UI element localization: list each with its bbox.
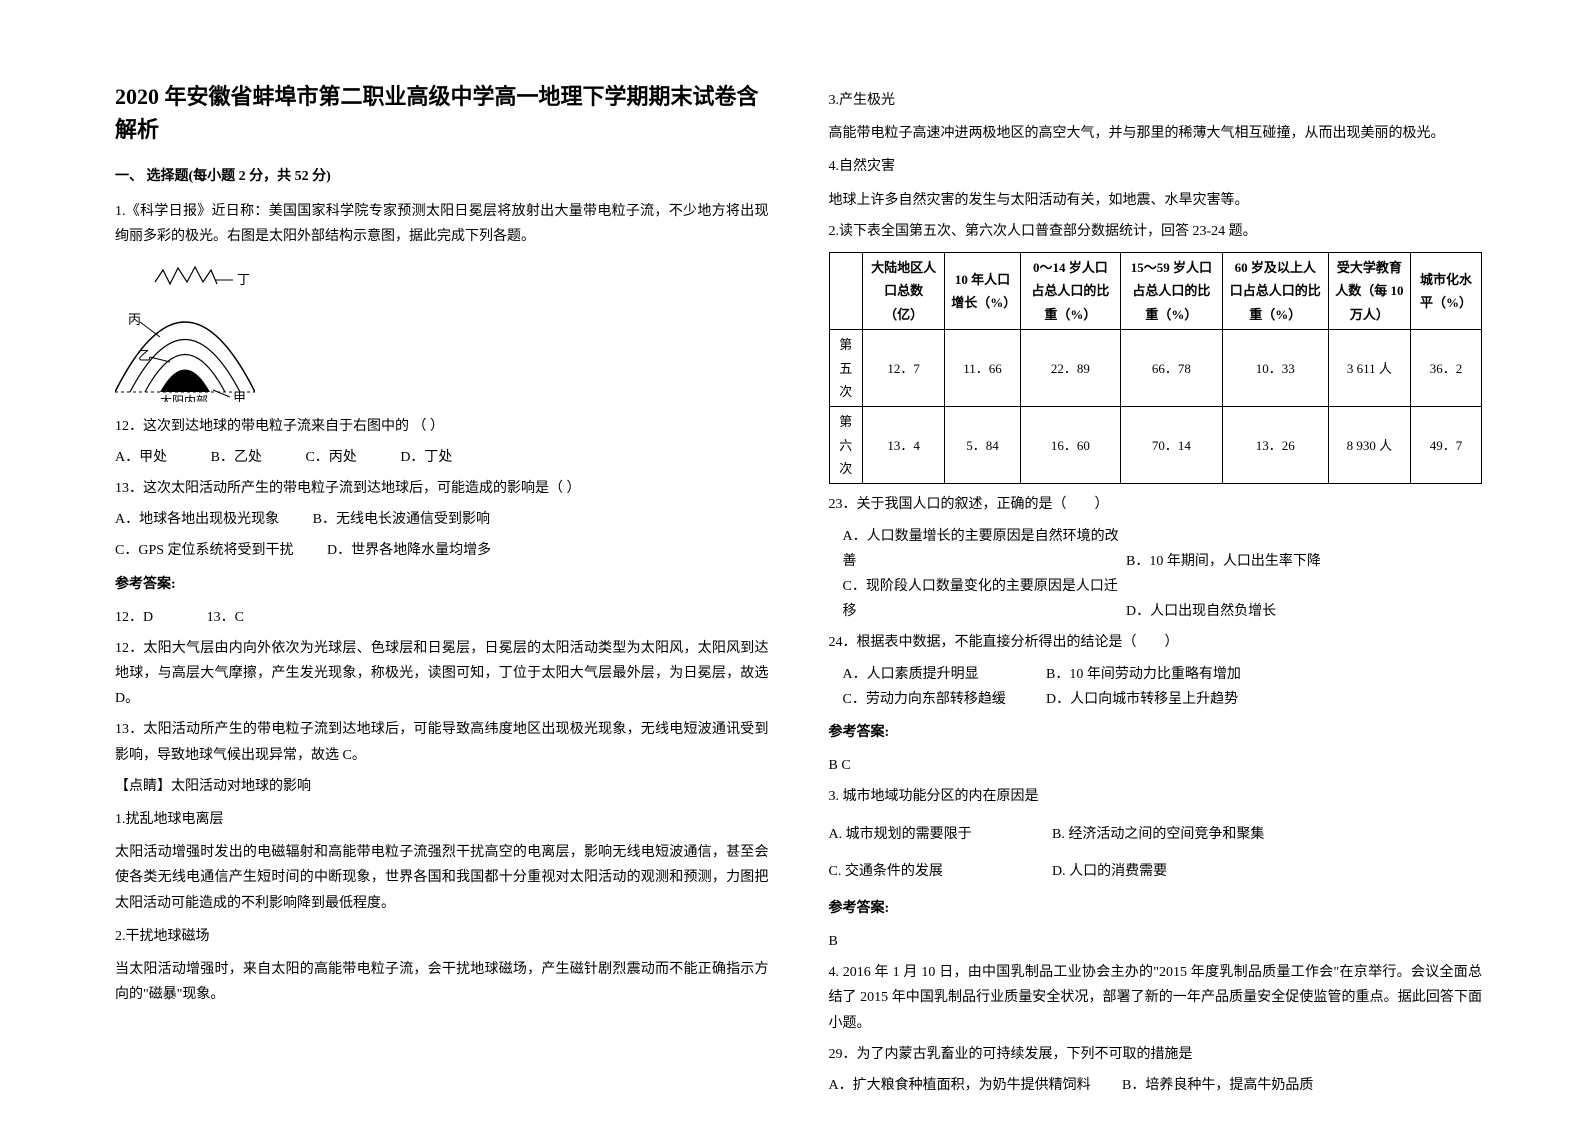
q23-opt-c: C．现阶段人口数量变化的主要原因是人口迁移 [843,574,1123,624]
q12-opt-a: A．甲处 [115,445,167,470]
q23-opts-2: C．现阶段人口数量变化的主要原因是人口迁移 D．人口出现自然负增长 [843,574,1483,624]
q13-options-1: A．地球各地出现极光现象 B．无线电长波通信受到影响 [115,507,769,532]
q24-opt-a: A．人口素质提升明显 [843,662,1043,687]
q12-options: A．甲处 B．乙处 C．丙处 D．丁处 [115,445,769,470]
expl-12: 12．太阳大气层由内向外依次为光球层、色球层和日冕层，日冕层的太阳活动类型为太阳… [115,636,769,712]
td: 13．26 [1222,407,1328,484]
q13-opt-d: D．世界各地降水量均增多 [327,538,491,563]
td: 5．84 [945,407,1021,484]
q23-stem: 23．关于我国人口的叙述，正确的是（ ） [829,492,1483,517]
th-1: 大陆地区人口总数（亿） [863,252,945,329]
ans-12: 12．D [115,605,153,630]
q3-opts-2: C. 交通条件的发展 D. 人口的消费需要 [829,859,1483,884]
q24-opts-1: A．人口素质提升明显 B．10 年间劳动力比重略有增加 [843,662,1483,687]
q3-stem: 3. 城市地域功能分区的内在原因是 [829,784,1483,809]
pt1-heading: 1.扰乱地球电离层 [115,807,769,832]
th-7: 城市化水平（%） [1411,252,1482,329]
answers-1: 12．D 13．C [115,605,769,630]
q12-opt-c: C．丙处 [305,445,356,470]
td: 22．89 [1020,330,1120,407]
q12-stem: 12．这次到达地球的带电粒子流来自于右图中的 （ ） [115,414,769,439]
td: 12．7 [863,330,945,407]
q29-opt-b: B．培养良种牛，提高牛奶品质 [1122,1073,1313,1098]
expl-13: 13．太阳活动所产生的带电粒子流到达地球后，可能导致高纬度地区出现极光现象，无线… [115,717,769,767]
q3-opt-a: A. 城市规划的需要限于 [829,822,1049,847]
q23-opt-b: B．10 年期间，人口出生率下降 [1126,549,1321,574]
q23-opts-1: A．人口数量增长的主要原因是自然环境的改善 B．10 年期间，人口出生率下降 [843,524,1483,574]
diagram-label-yi: 乙 [138,348,151,363]
td: 第六次 [829,407,863,484]
diagram-label-jia: 甲 [233,390,246,402]
pt4-text: 地球上许多自然灾害的发生与太阳活动有关，如地震、水旱灾害等。 [829,188,1483,213]
q3-opt-c: C. 交通条件的发展 [829,859,1049,884]
q29-opt-a: A．扩大粮食种植面积，为奶牛提供精饲料 [829,1073,1119,1098]
th-5: 60 岁及以上人口占总人口的比重（%） [1222,252,1328,329]
td: 16．60 [1020,407,1120,484]
td: 70．14 [1120,407,1222,484]
q24-opt-c: C．劳动力向东部转移趋缓 [843,687,1043,712]
td: 10．33 [1222,330,1328,407]
tip-label: 【点睛】太阳活动对地球的影响 [115,774,769,799]
diagram-label-ding: 丁 [237,272,250,287]
q3-opts-1: A. 城市规划的需要限于 B. 经济活动之间的空间竞争和聚集 [829,822,1483,847]
q12-opt-b: B．乙处 [211,445,262,470]
q29-stem: 29．为了内蒙古乳畜业的可持续发展，下列不可取的措施是 [829,1042,1483,1067]
q23-opt-d: D．人口出现自然负增长 [1126,599,1276,624]
answer-label-1: 参考答案: [115,572,769,597]
exam-title: 2020 年安徽省蚌埠市第二职业高级中学高一地理下学期期末试卷含解析 [115,80,769,146]
q3-opt-d: D. 人口的消费需要 [1052,859,1167,884]
q1-intro: 1.《科学日报》近日称：美国国家科学院专家预测太阳日冕层将放射出大量带电粒子流，… [115,199,769,249]
q24-opts-2: C．劳动力向东部转移趋缓 D．人口向城市转移呈上升趋势 [843,687,1483,712]
pt3-text: 高能带电粒子高速冲进两极地区的高空大气，并与那里的稀薄大气相互碰撞，从而出现美丽… [829,121,1483,146]
th-0 [829,252,863,329]
th-2: 10 年人口增长（%） [945,252,1021,329]
td: 13．4 [863,407,945,484]
q13-stem: 13．这次太阳活动所产生的带电粒子流到达地球后，可能造成的影响是（ ） [115,476,769,501]
th-6: 受大学教育人数（每 10 万人） [1328,252,1410,329]
ans-2: B C [829,753,1483,778]
q2-intro: 2.读下表全国第五次、第六次人口普查部分数据统计，回答 23-24 题。 [829,219,1483,244]
table-header-row: 大陆地区人口总数（亿） 10 年人口增长（%） 0～14 岁人口占总人口的比重（… [829,252,1482,329]
th-4: 15～59 岁人口占总人口的比重（%） [1120,252,1222,329]
q24-opt-b: B．10 年间劳动力比重略有增加 [1046,662,1241,687]
q12-opt-d: D．丁处 [400,445,452,470]
pt1-text: 太阳活动增强时发出的电磁辐射和高能带电粒子流强烈干扰高空的电离层，影响无线电短波… [115,840,769,916]
pt4-heading: 4.自然灾害 [829,154,1483,179]
td: 11．66 [945,330,1021,407]
q13-opt-b: B．无线电长波通信受到影响 [313,507,490,532]
q4-intro: 4. 2016 年 1 月 10 日，由中国乳制品工业协会主办的"2015 年度… [829,960,1483,1036]
diagram-label-bing: 丙 [128,312,141,327]
ans-13: 13．C [207,605,244,630]
section-header: 一、 选择题(每小题 2 分，共 52 分) [115,164,769,189]
td: 66．78 [1120,330,1222,407]
q3-opt-b: B. 经济活动之间的空间竞争和聚集 [1052,822,1264,847]
q24-opt-d: D．人口向城市转移呈上升趋势 [1046,687,1238,712]
q29-opts: A．扩大粮食种植面积，为奶牛提供精饲料 B．培养良种牛，提高牛奶品质 [829,1073,1483,1098]
diagram-label-base: 太阳内部 [160,393,208,402]
census-table: 大陆地区人口总数（亿） 10 年人口增长（%） 0～14 岁人口占总人口的比重（… [829,252,1483,485]
td: 36．2 [1411,330,1482,407]
td: 49．7 [1411,407,1482,484]
pt2-text: 当太阳活动增强时，来自太阳的高能带电粒子流，会干扰地球磁场，产生磁针剧烈震动而不… [115,957,769,1007]
td: 3 611 人 [1328,330,1410,407]
th-3: 0～14 岁人口占总人口的比重（%） [1020,252,1120,329]
pt3-heading: 3.产生极光 [829,88,1483,113]
td: 第五次 [829,330,863,407]
answer-label-2: 参考答案: [829,720,1483,745]
pt2-heading: 2.干扰地球磁场 [115,924,769,949]
td: 8 930 人 [1328,407,1410,484]
q13-options-2: C．GPS 定位系统将受到干扰 D．世界各地降水量均增多 [115,538,769,563]
table-row: 第六次 13．4 5．84 16．60 70．14 13．26 8 930 人 … [829,407,1482,484]
q24-stem: 24．根据表中数据，不能直接分析得出的结论是（ ） [829,630,1483,655]
table-row: 第五次 12．7 11．66 22．89 66．78 10．33 3 611 人… [829,330,1482,407]
answer-label-3: 参考答案: [829,896,1483,921]
q13-opt-a: A．地球各地出现极光现象 [115,507,279,532]
q13-opt-c: C．GPS 定位系统将受到干扰 [115,538,294,563]
ans-3: B [829,929,1483,954]
q23-opt-a: A．人口数量增长的主要原因是自然环境的改善 [843,524,1123,574]
solar-diagram: 丁 丙 乙 太阳内部 甲 [115,262,255,402]
